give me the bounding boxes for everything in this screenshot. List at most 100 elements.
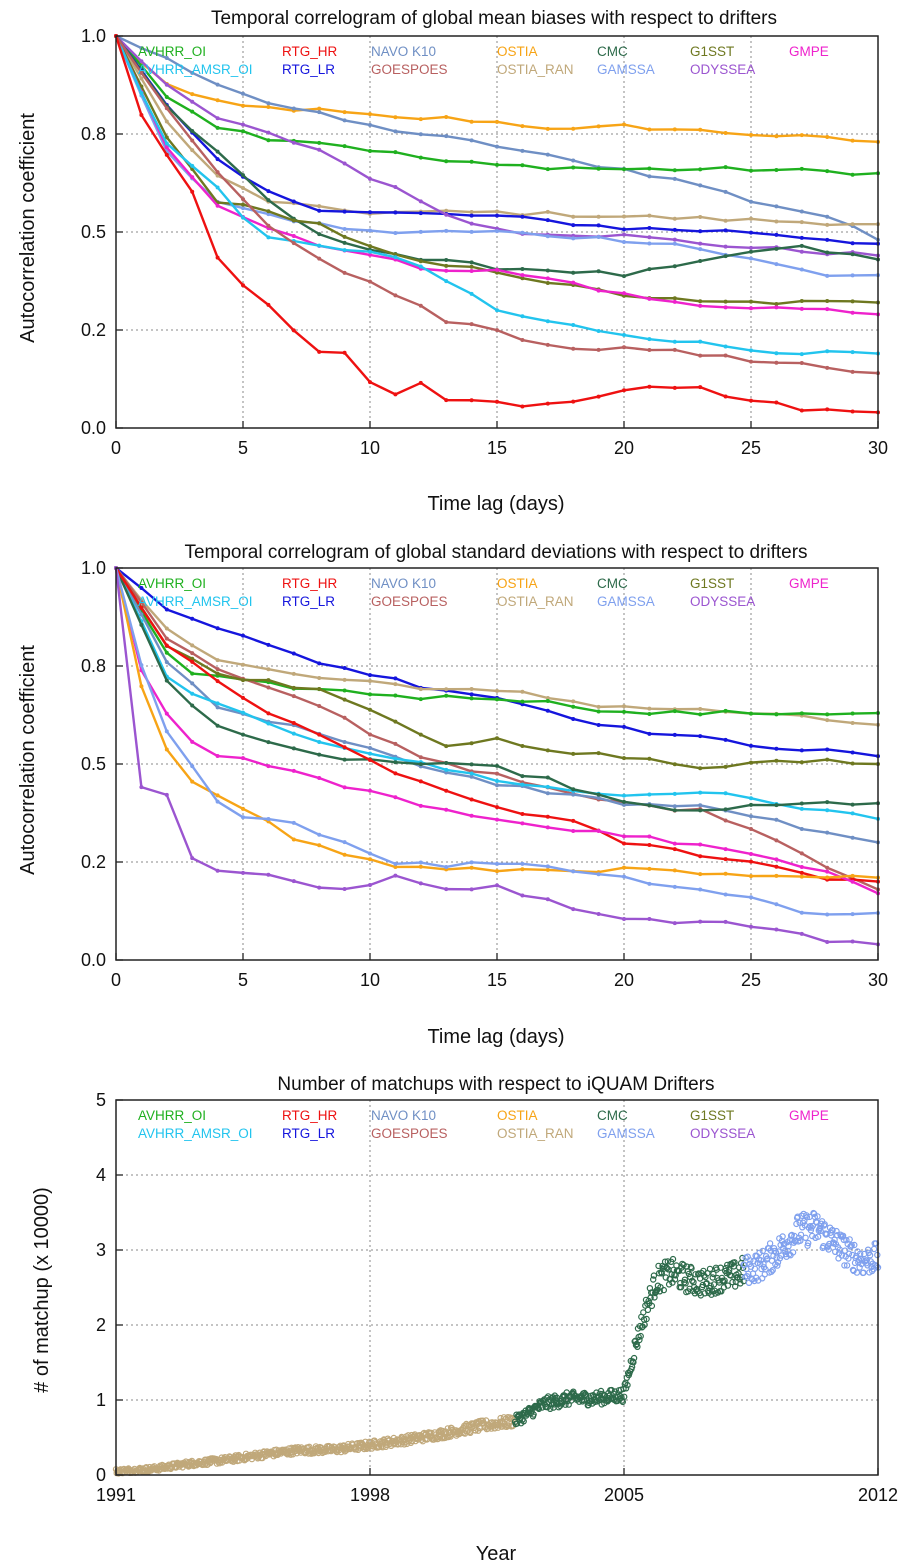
legend-entry-cmc: CMC — [597, 1108, 628, 1123]
series-point-avhrr-oi — [850, 711, 855, 716]
series-point-gamssa — [139, 663, 144, 668]
series-point-ostia-ran — [164, 119, 169, 124]
matchup-point-gamssa — [841, 1262, 848, 1269]
series-point-gmpe — [418, 803, 423, 808]
series-point-avhrr-oi — [698, 167, 703, 172]
series-point-goespoes — [545, 342, 550, 347]
series-point-avhrr-oi — [672, 709, 677, 714]
series-gmpe — [114, 566, 880, 896]
series-point-avhrr-oi — [850, 172, 855, 177]
series-point-odyssea — [622, 916, 626, 921]
series-point-gamssa — [241, 815, 245, 820]
matchup-point-ostia-ran — [507, 1415, 514, 1423]
series-point-avhrr-oi — [418, 155, 423, 160]
series-point-cmc — [825, 250, 830, 255]
series-point-avhrr-amsr-oi — [545, 784, 550, 789]
series-point-g1sst — [241, 678, 245, 683]
x-tick-label: 10 — [360, 970, 380, 990]
mean-bias-correlogram-panel: Temporal correlogram of global mean bias… — [17, 8, 888, 515]
series-point-g1sst — [368, 244, 372, 249]
series-point-rtg-lr — [495, 213, 499, 218]
series-point-odyssea — [647, 917, 652, 922]
series-point-avhrr-oi — [469, 159, 474, 164]
series-point-avhrr-amsr-oi — [698, 790, 703, 795]
series-point-gmpe — [545, 276, 550, 281]
matchup-point-gamssa — [771, 1247, 778, 1255]
matchup-point-cmc — [558, 1400, 566, 1407]
series-point-ostia — [520, 124, 525, 129]
series-point-avhrr-amsr-oi — [393, 255, 398, 260]
matchup-point-cmc — [535, 1405, 543, 1413]
series-point-g1sst — [672, 762, 677, 767]
series-point-avhrr-oi — [164, 650, 169, 655]
series-point-ostia — [622, 122, 626, 127]
series-point-rtg-hr — [799, 408, 804, 413]
series-point-gmpe — [164, 711, 169, 716]
series-point-avhrr-amsr-oi — [825, 349, 830, 354]
matchup-point-cmc — [735, 1270, 742, 1277]
series-point-gamssa — [622, 874, 626, 879]
series-point-cmc — [418, 762, 423, 767]
series-point-gamssa — [495, 229, 499, 234]
series-point-navo-k10 — [571, 792, 576, 797]
series-point-gmpe — [723, 305, 728, 310]
series-point-gamssa — [520, 230, 525, 235]
series-point-cmc — [698, 259, 703, 264]
legend-entry-navo-k10: NAVO K10 — [371, 44, 436, 59]
series-point-gamssa — [418, 229, 423, 234]
series-point-odyssea — [342, 161, 347, 166]
series-point-ostia-ran — [571, 214, 576, 219]
series-point-navo-k10 — [495, 144, 499, 149]
matchup-point-cmc — [658, 1270, 666, 1277]
series-point-gmpe — [291, 233, 296, 238]
series-point-rtg-hr — [672, 385, 677, 390]
series-point-avhrr-oi — [520, 163, 525, 168]
series-point-ostia-ran — [825, 222, 830, 227]
series-point-gmpe — [393, 795, 398, 800]
series-point-ostia-ran — [672, 216, 677, 221]
series-point-avhrr-amsr-oi — [241, 215, 245, 220]
series-point-avhrr-amsr-oi — [393, 756, 398, 761]
series-point-gmpe — [774, 305, 779, 310]
series-point-gmpe — [571, 828, 576, 833]
series-point-gmpe — [444, 268, 449, 273]
y-tick-label: 2 — [96, 1315, 106, 1335]
series-point-ostia-ran — [749, 216, 753, 221]
series-point-g1sst — [850, 761, 855, 766]
matchup-point-gamssa — [873, 1263, 880, 1270]
series-point-avhrr-amsr-oi — [190, 163, 195, 168]
series-point-ostia — [799, 133, 804, 138]
series-point-odyssea — [139, 785, 144, 790]
series-point-cmc — [850, 802, 855, 807]
series-point-rtg-lr — [266, 189, 271, 194]
series-point-odyssea — [825, 939, 830, 944]
series-point-ostia-ran — [266, 667, 271, 672]
series-point-g1sst — [698, 299, 703, 304]
matchup-point-cmc — [636, 1336, 643, 1344]
y-tick-label: 1.0 — [81, 558, 106, 578]
matchup-point-cmc — [708, 1291, 715, 1298]
series-point-rtg-hr — [241, 695, 245, 700]
series-point-avhrr-oi — [672, 168, 677, 173]
matchup-point-cmc — [681, 1278, 688, 1286]
std-dev-y-axis-label: Autocorrelation coefficient — [17, 645, 39, 875]
series-point-gmpe — [215, 203, 220, 208]
series-point-avhrr-amsr-oi — [698, 339, 703, 344]
series-point-odyssea — [317, 885, 322, 890]
series-point-rtg-lr — [825, 747, 830, 752]
legend-entry-avhrr-amsr-oi: AVHRR_AMSR_OI — [138, 1126, 253, 1141]
matchup-point-cmc — [650, 1276, 657, 1283]
series-point-goespoes — [418, 303, 423, 308]
series-point-odyssea — [241, 122, 245, 127]
series-point-rtg-hr — [291, 720, 296, 725]
series-point-gamssa — [368, 851, 372, 856]
series-point-avhrr-oi — [774, 712, 779, 717]
series-point-gmpe — [571, 280, 576, 285]
series-point-goespoes — [368, 732, 372, 737]
series-point-avhrr-oi — [368, 149, 372, 154]
series-cmc — [511, 1254, 747, 1428]
series-point-goespoes — [672, 347, 677, 352]
series-point-avhrr-amsr-oi — [672, 339, 677, 344]
series-point-rtg-hr — [774, 864, 779, 869]
series-point-rtg-hr — [190, 659, 195, 664]
